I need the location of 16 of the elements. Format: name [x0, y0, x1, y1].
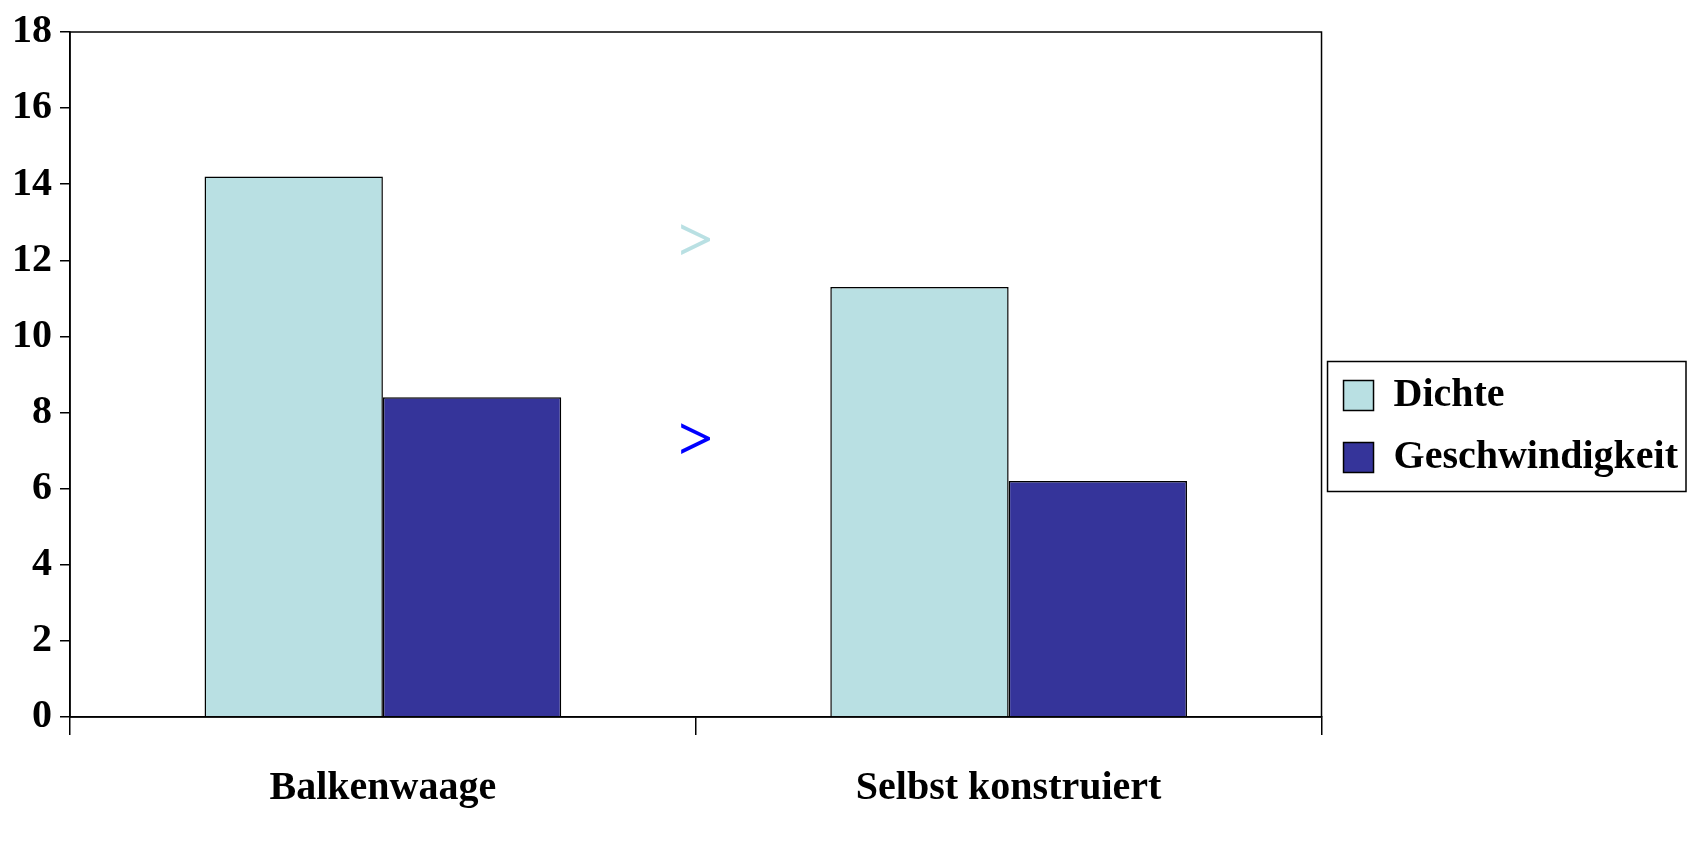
x-tick-label: Selbst konstruiert — [855, 763, 1163, 809]
y-tick-label: 12 — [12, 234, 52, 280]
annotation: > — [678, 404, 714, 473]
x-tick-label: Balkenwaage — [269, 763, 497, 809]
y-tick-label: 10 — [12, 310, 52, 356]
legend-label: Geschwindigkeit — [1393, 431, 1679, 477]
y-tick-label: 0 — [32, 691, 52, 737]
y-tick-label: 8 — [32, 386, 52, 432]
legend-label: Dichte — [1393, 369, 1505, 415]
y-tick-label: 6 — [32, 462, 52, 508]
y-tick-label: 14 — [12, 158, 52, 204]
y-tick-label: 2 — [32, 615, 52, 661]
annotation: > — [678, 205, 714, 274]
y-tick-label: 16 — [12, 82, 52, 128]
y-tick-label: 18 — [12, 6, 52, 52]
y-tick-label: 4 — [32, 539, 52, 585]
